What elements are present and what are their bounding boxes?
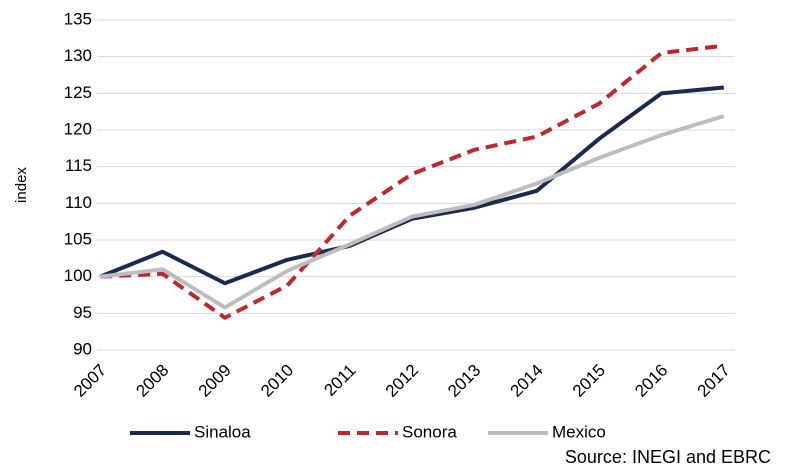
- series-line: [99, 114, 725, 310]
- source-note: Source: INEGI and EBRC: [565, 447, 771, 467]
- x-tick-label: 2007: [70, 361, 110, 401]
- x-tick-label: 2014: [507, 361, 547, 401]
- y-tick-label: 125: [64, 83, 92, 102]
- y-tick-label: 100: [64, 266, 92, 285]
- x-tick-label: 2012: [382, 361, 422, 401]
- x-tick-label: 2008: [132, 361, 172, 401]
- x-tick-label: 2011: [320, 361, 359, 400]
- x-tick-label: 2016: [631, 361, 671, 401]
- y-tick-label: 105: [64, 229, 92, 248]
- y-tick-label: 130: [64, 46, 92, 65]
- x-tick-label: 2017: [694, 361, 734, 401]
- x-tick-label: 2009: [195, 361, 235, 401]
- legend-label: Sinaloa: [194, 422, 251, 441]
- y-axis-label: index: [13, 167, 30, 203]
- x-tick-label: 2010: [257, 361, 297, 401]
- x-tick-label: 2015: [569, 361, 609, 401]
- legend-label: Mexico: [552, 422, 606, 441]
- y-tick-label: 115: [65, 156, 92, 175]
- y-tick-label: 95: [73, 303, 92, 322]
- y-tick-label: 110: [65, 193, 92, 212]
- y-tick-label: 120: [64, 119, 92, 138]
- x-tick-label: 2013: [444, 361, 484, 401]
- legend-label: Sonora: [402, 422, 457, 441]
- series-line: [99, 85, 725, 286]
- y-tick-label: 135: [64, 9, 92, 28]
- y-tick-label: 90: [73, 339, 92, 358]
